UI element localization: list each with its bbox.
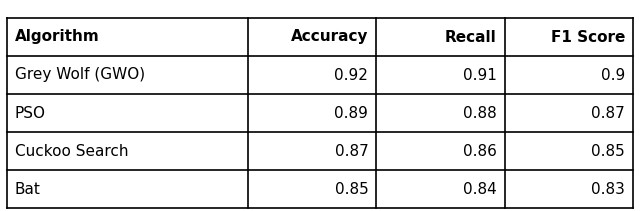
Text: Bat: Bat — [15, 181, 41, 196]
Text: 0.92: 0.92 — [335, 68, 369, 83]
Text: 0.86: 0.86 — [463, 143, 497, 158]
Text: 0.84: 0.84 — [463, 181, 497, 196]
Text: Accuracy: Accuracy — [291, 30, 369, 45]
Text: Cuckoo Search: Cuckoo Search — [15, 143, 129, 158]
Text: Algorithm: Algorithm — [15, 30, 100, 45]
Text: PSO: PSO — [15, 106, 46, 120]
Text: 0.87: 0.87 — [591, 106, 625, 120]
Text: 0.85: 0.85 — [591, 143, 625, 158]
Text: F1 Score: F1 Score — [550, 30, 625, 45]
Text: 0.87: 0.87 — [335, 143, 369, 158]
Text: Grey Wolf (GWO): Grey Wolf (GWO) — [15, 68, 145, 83]
Text: Recall: Recall — [445, 30, 497, 45]
Text: 0.89: 0.89 — [335, 106, 369, 120]
Text: 0.9: 0.9 — [601, 68, 625, 83]
Text: 0.91: 0.91 — [463, 68, 497, 83]
Text: 0.88: 0.88 — [463, 106, 497, 120]
Text: 0.83: 0.83 — [591, 181, 625, 196]
Text: 0.85: 0.85 — [335, 181, 369, 196]
